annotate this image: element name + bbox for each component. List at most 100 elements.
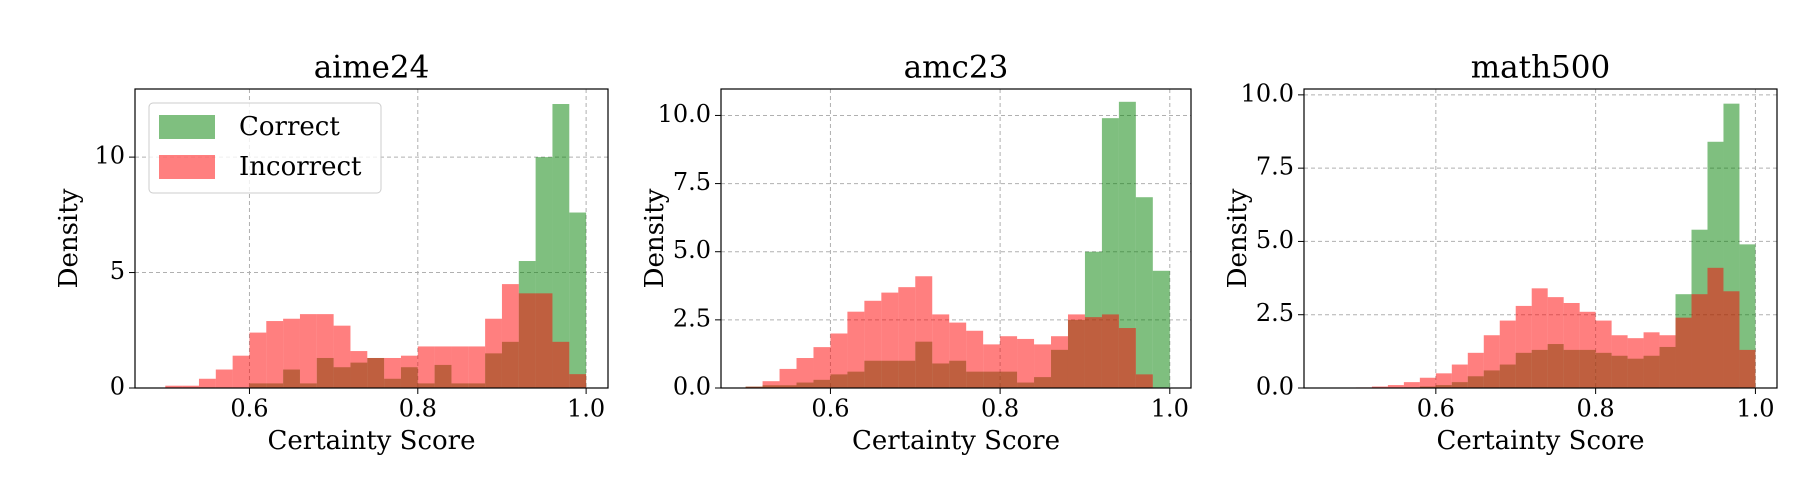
histogram-bar [1531, 288, 1548, 388]
x-tick-label: 0.8 [399, 395, 437, 423]
histogram-bar [1371, 386, 1388, 388]
histogram-bar [333, 325, 351, 388]
legend-swatch [159, 115, 215, 139]
histogram-bar [518, 293, 536, 388]
chart-title: amc23 [904, 50, 1009, 86]
y-tick-label: 2.5 [1256, 299, 1294, 327]
x-tick-label: 1.0 [1736, 395, 1774, 423]
legend-text: Correct [239, 112, 340, 142]
histogram-bar [1084, 317, 1102, 388]
histogram-bar [1707, 267, 1724, 388]
histogram-bar [898, 287, 916, 388]
histogram-bar [417, 346, 435, 388]
histogram-bar [1118, 101, 1136, 388]
histogram-bar [1403, 382, 1420, 388]
histogram-bar [932, 314, 950, 388]
histogram-bar [1387, 385, 1404, 388]
histogram-bar [1723, 291, 1740, 388]
x-tick-label: 0.6 [811, 395, 849, 423]
histogram-bar [779, 368, 797, 388]
y-tick-label: 5.0 [673, 236, 711, 264]
histogram-bar [1067, 314, 1085, 388]
histogram-bar [881, 292, 899, 388]
histogram-bar [796, 358, 814, 388]
y-tick-label: 5 [110, 257, 125, 285]
histogram-bar [215, 369, 233, 388]
histogram-bar [1675, 317, 1692, 388]
histogram-bar [400, 355, 418, 388]
histogram-bar [1547, 297, 1564, 388]
histogram-bar [384, 357, 401, 388]
y-tick-label: 7.5 [1256, 153, 1294, 181]
histogram-bar [1643, 332, 1660, 388]
x-axis-label: Certainty Score [268, 426, 476, 456]
histogram-bar [1435, 373, 1452, 388]
histogram-bar [283, 318, 300, 388]
y-tick-label: 10 [94, 142, 125, 170]
histogram-bar [535, 293, 553, 388]
x-tick-label: 0.6 [1417, 395, 1455, 423]
y-tick-label: 7.5 [673, 168, 711, 196]
histogram-bar [830, 333, 848, 388]
y-tick-label: 0.0 [673, 373, 711, 401]
histogram-bar [813, 347, 831, 388]
y-tick-label: 0 [110, 373, 125, 401]
histogram-bar [552, 341, 570, 388]
histogram-bar [468, 346, 486, 388]
histogram-bar [501, 284, 519, 388]
y-axis-label: Density [1223, 188, 1253, 288]
histogram-bar [1579, 311, 1596, 388]
histogram-bar [552, 104, 570, 388]
histogram-bar [949, 322, 967, 388]
histogram-bar [1051, 336, 1068, 388]
histogram-bar [316, 314, 334, 388]
histogram-bar [915, 276, 933, 388]
histogram-bar [266, 321, 284, 388]
y-tick-label: 5.0 [1256, 226, 1294, 254]
histogram-bar [762, 381, 780, 388]
legend-swatch [159, 155, 215, 179]
x-axis-label: Certainty Score [1437, 426, 1645, 456]
histogram-bar [1483, 335, 1500, 388]
histogram-bar [1000, 336, 1018, 388]
y-tick-label: 10.0 [1241, 79, 1294, 107]
x-tick-label: 0.6 [230, 395, 268, 423]
histogram-bar [249, 332, 267, 388]
y-tick-label: 10.0 [658, 100, 711, 128]
x-axis-label: Certainty Score [852, 426, 1060, 456]
legend-text: Incorrect [239, 152, 362, 182]
plot-frame [720, 88, 1192, 389]
histogram-bar [1135, 374, 1153, 388]
y-axis-label: Density [640, 188, 670, 288]
histogram-bar [569, 212, 587, 388]
x-tick-label: 1.0 [567, 395, 605, 423]
histogram-bar [569, 374, 587, 388]
histogram-bar [434, 346, 452, 388]
histogram-bar [485, 318, 502, 388]
histogram-bar [1451, 364, 1468, 388]
histogram-bar [350, 351, 368, 388]
histogram-bar [1467, 352, 1484, 388]
histogram-bar [1034, 344, 1052, 388]
histogram-bar [1101, 314, 1119, 388]
histogram-bar [1595, 320, 1612, 388]
histogram-bar [232, 355, 250, 388]
histogram-bar [1515, 305, 1532, 388]
histogram-bar [1152, 270, 1170, 388]
histogram-bar [299, 314, 317, 388]
histogram-bar [1627, 338, 1644, 388]
histogram-bar [451, 346, 469, 388]
chart-title: math500 [1471, 50, 1610, 86]
histogram-bar [745, 386, 763, 388]
plot-frame [1303, 88, 1778, 389]
histogram-bar [165, 385, 183, 388]
histogram-bar [1499, 320, 1516, 388]
histogram-bar [983, 344, 1001, 388]
y-tick-label: 2.5 [673, 304, 711, 332]
histogram-bar [1563, 302, 1580, 388]
histogram-bar [1118, 328, 1136, 388]
x-tick-label: 0.8 [981, 395, 1019, 423]
histogram-bar [1691, 294, 1708, 388]
y-tick-label: 0.0 [1256, 373, 1294, 401]
histogram-bar [1135, 197, 1153, 388]
